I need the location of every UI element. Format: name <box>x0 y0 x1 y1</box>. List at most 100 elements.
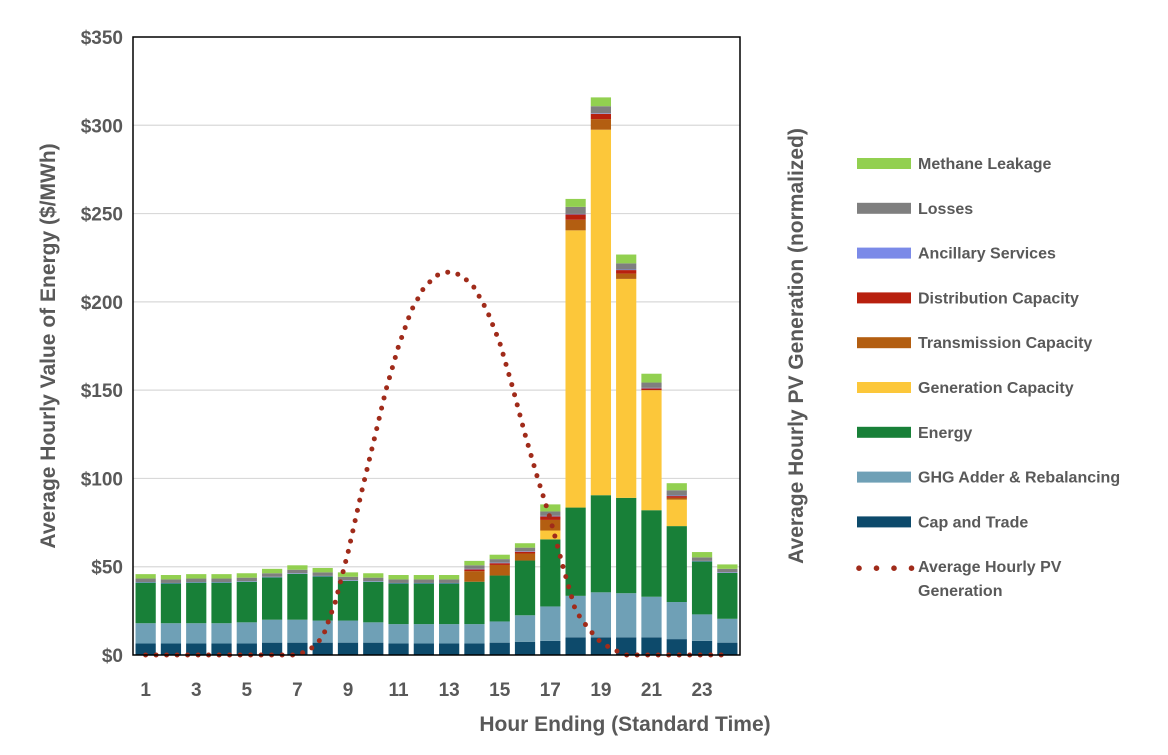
bar-segment <box>160 579 182 583</box>
bar-segment <box>590 129 612 496</box>
bar-segment <box>439 624 460 644</box>
legend-swatch <box>857 516 911 528</box>
legend-label: GHG Adder & Rebalancing <box>918 470 1120 487</box>
bar-segment <box>413 575 434 580</box>
bar-segment <box>439 579 460 583</box>
bar-segment <box>312 567 333 573</box>
bar-segment <box>590 106 612 114</box>
bar-segment <box>565 214 586 220</box>
bar-segment <box>717 564 738 569</box>
bar-segment <box>211 578 232 583</box>
bar-segment <box>514 547 536 552</box>
bar-segment <box>565 507 586 596</box>
y-tick-label: $50 <box>91 558 123 579</box>
bar-segment <box>160 582 182 584</box>
bar-segment <box>616 273 637 279</box>
bar-segment <box>413 643 434 655</box>
bar-segment <box>616 278 637 498</box>
bar-segment <box>464 643 485 655</box>
bar-segment <box>211 574 232 579</box>
legend-swatch <box>908 565 915 571</box>
bar-segment <box>666 495 687 497</box>
legend-swatch <box>857 337 911 349</box>
bar-segment <box>261 642 283 655</box>
bar-segment <box>489 554 510 560</box>
bar-segment <box>312 576 333 621</box>
bar-segment <box>717 642 738 655</box>
bar-segment <box>160 575 182 580</box>
bar-segment <box>616 254 637 264</box>
legend-label: Ancillary Services <box>918 246 1056 263</box>
bar-segment <box>413 582 434 584</box>
bar-segment <box>616 637 637 655</box>
bar-segment <box>439 582 460 584</box>
bar-segment <box>160 583 182 624</box>
legend: Methane Leakage Losses Ancillary Services D… <box>856 156 1120 600</box>
bar-segment <box>135 582 156 583</box>
bar-segment <box>388 583 409 625</box>
bar-segment <box>363 581 384 582</box>
legend-swatch <box>857 158 911 169</box>
bar-segment <box>135 582 156 624</box>
bar-segment <box>388 643 409 655</box>
bars <box>135 97 738 655</box>
bar-segment <box>236 643 257 655</box>
bar-segment <box>489 575 510 622</box>
bar-segment <box>388 582 409 584</box>
x-tick-label: 19 <box>590 680 611 701</box>
bar-segment <box>565 230 586 508</box>
legend-swatch <box>857 471 911 483</box>
bar-segment <box>489 621 510 643</box>
bar-segment <box>186 578 207 583</box>
bar-segment <box>666 526 687 603</box>
x-tick-label: 3 <box>191 680 202 701</box>
x-tick-label: 9 <box>343 680 354 701</box>
bar-segment <box>464 568 485 570</box>
bar-segment <box>439 575 460 580</box>
bar-segment <box>439 583 460 625</box>
bar-segment <box>312 575 333 577</box>
legend-label: Average Hourly PV <box>918 559 1062 576</box>
bar-segment <box>413 583 434 625</box>
bar-segment <box>666 490 687 496</box>
bar-segment <box>211 582 232 583</box>
bar-segment <box>464 560 485 566</box>
bar-segment <box>135 623 156 644</box>
bar-segment <box>464 571 485 582</box>
gridlines <box>133 124 740 568</box>
bar-segment <box>388 575 409 580</box>
x-tick-label: 23 <box>691 680 712 701</box>
bar-segment <box>565 219 586 231</box>
bar-segment <box>186 623 207 644</box>
bar-segment <box>287 573 308 574</box>
bar-segment <box>641 510 662 597</box>
bar-segment <box>616 593 637 638</box>
bar-segment <box>641 596 662 638</box>
y-tick-label: $350 <box>81 28 123 49</box>
bar-segment <box>186 643 207 655</box>
bar-segment <box>287 565 308 570</box>
bar-segment <box>337 576 359 581</box>
x-tick-label: 1 <box>140 680 151 701</box>
bar-segment <box>641 382 662 388</box>
bar-segment <box>514 551 536 554</box>
bar-segment <box>160 643 182 655</box>
bar-segment <box>666 639 687 655</box>
bar-segment <box>464 624 485 644</box>
bar-segment <box>211 643 232 655</box>
bar-segment <box>691 640 713 655</box>
x-tick-label: 13 <box>439 680 460 701</box>
bar-segment <box>514 615 536 642</box>
bar-segment <box>691 561 713 615</box>
bar-segment <box>666 499 687 527</box>
legend-label: Distribution Capacity <box>918 290 1079 307</box>
bar-segment <box>590 592 612 638</box>
x-axis-ticks: 1 3 5 7 9 11 13 15 17 19 21 23 <box>140 680 712 701</box>
bar-segment <box>540 606 561 641</box>
bar-segment <box>236 581 257 623</box>
y2-axis-title: Average Hourly PV Generation (normalized… <box>785 128 808 564</box>
bar-segment <box>641 637 662 655</box>
bar-segment <box>261 577 283 620</box>
bar-segment <box>186 582 207 624</box>
bar-segment <box>514 641 536 655</box>
